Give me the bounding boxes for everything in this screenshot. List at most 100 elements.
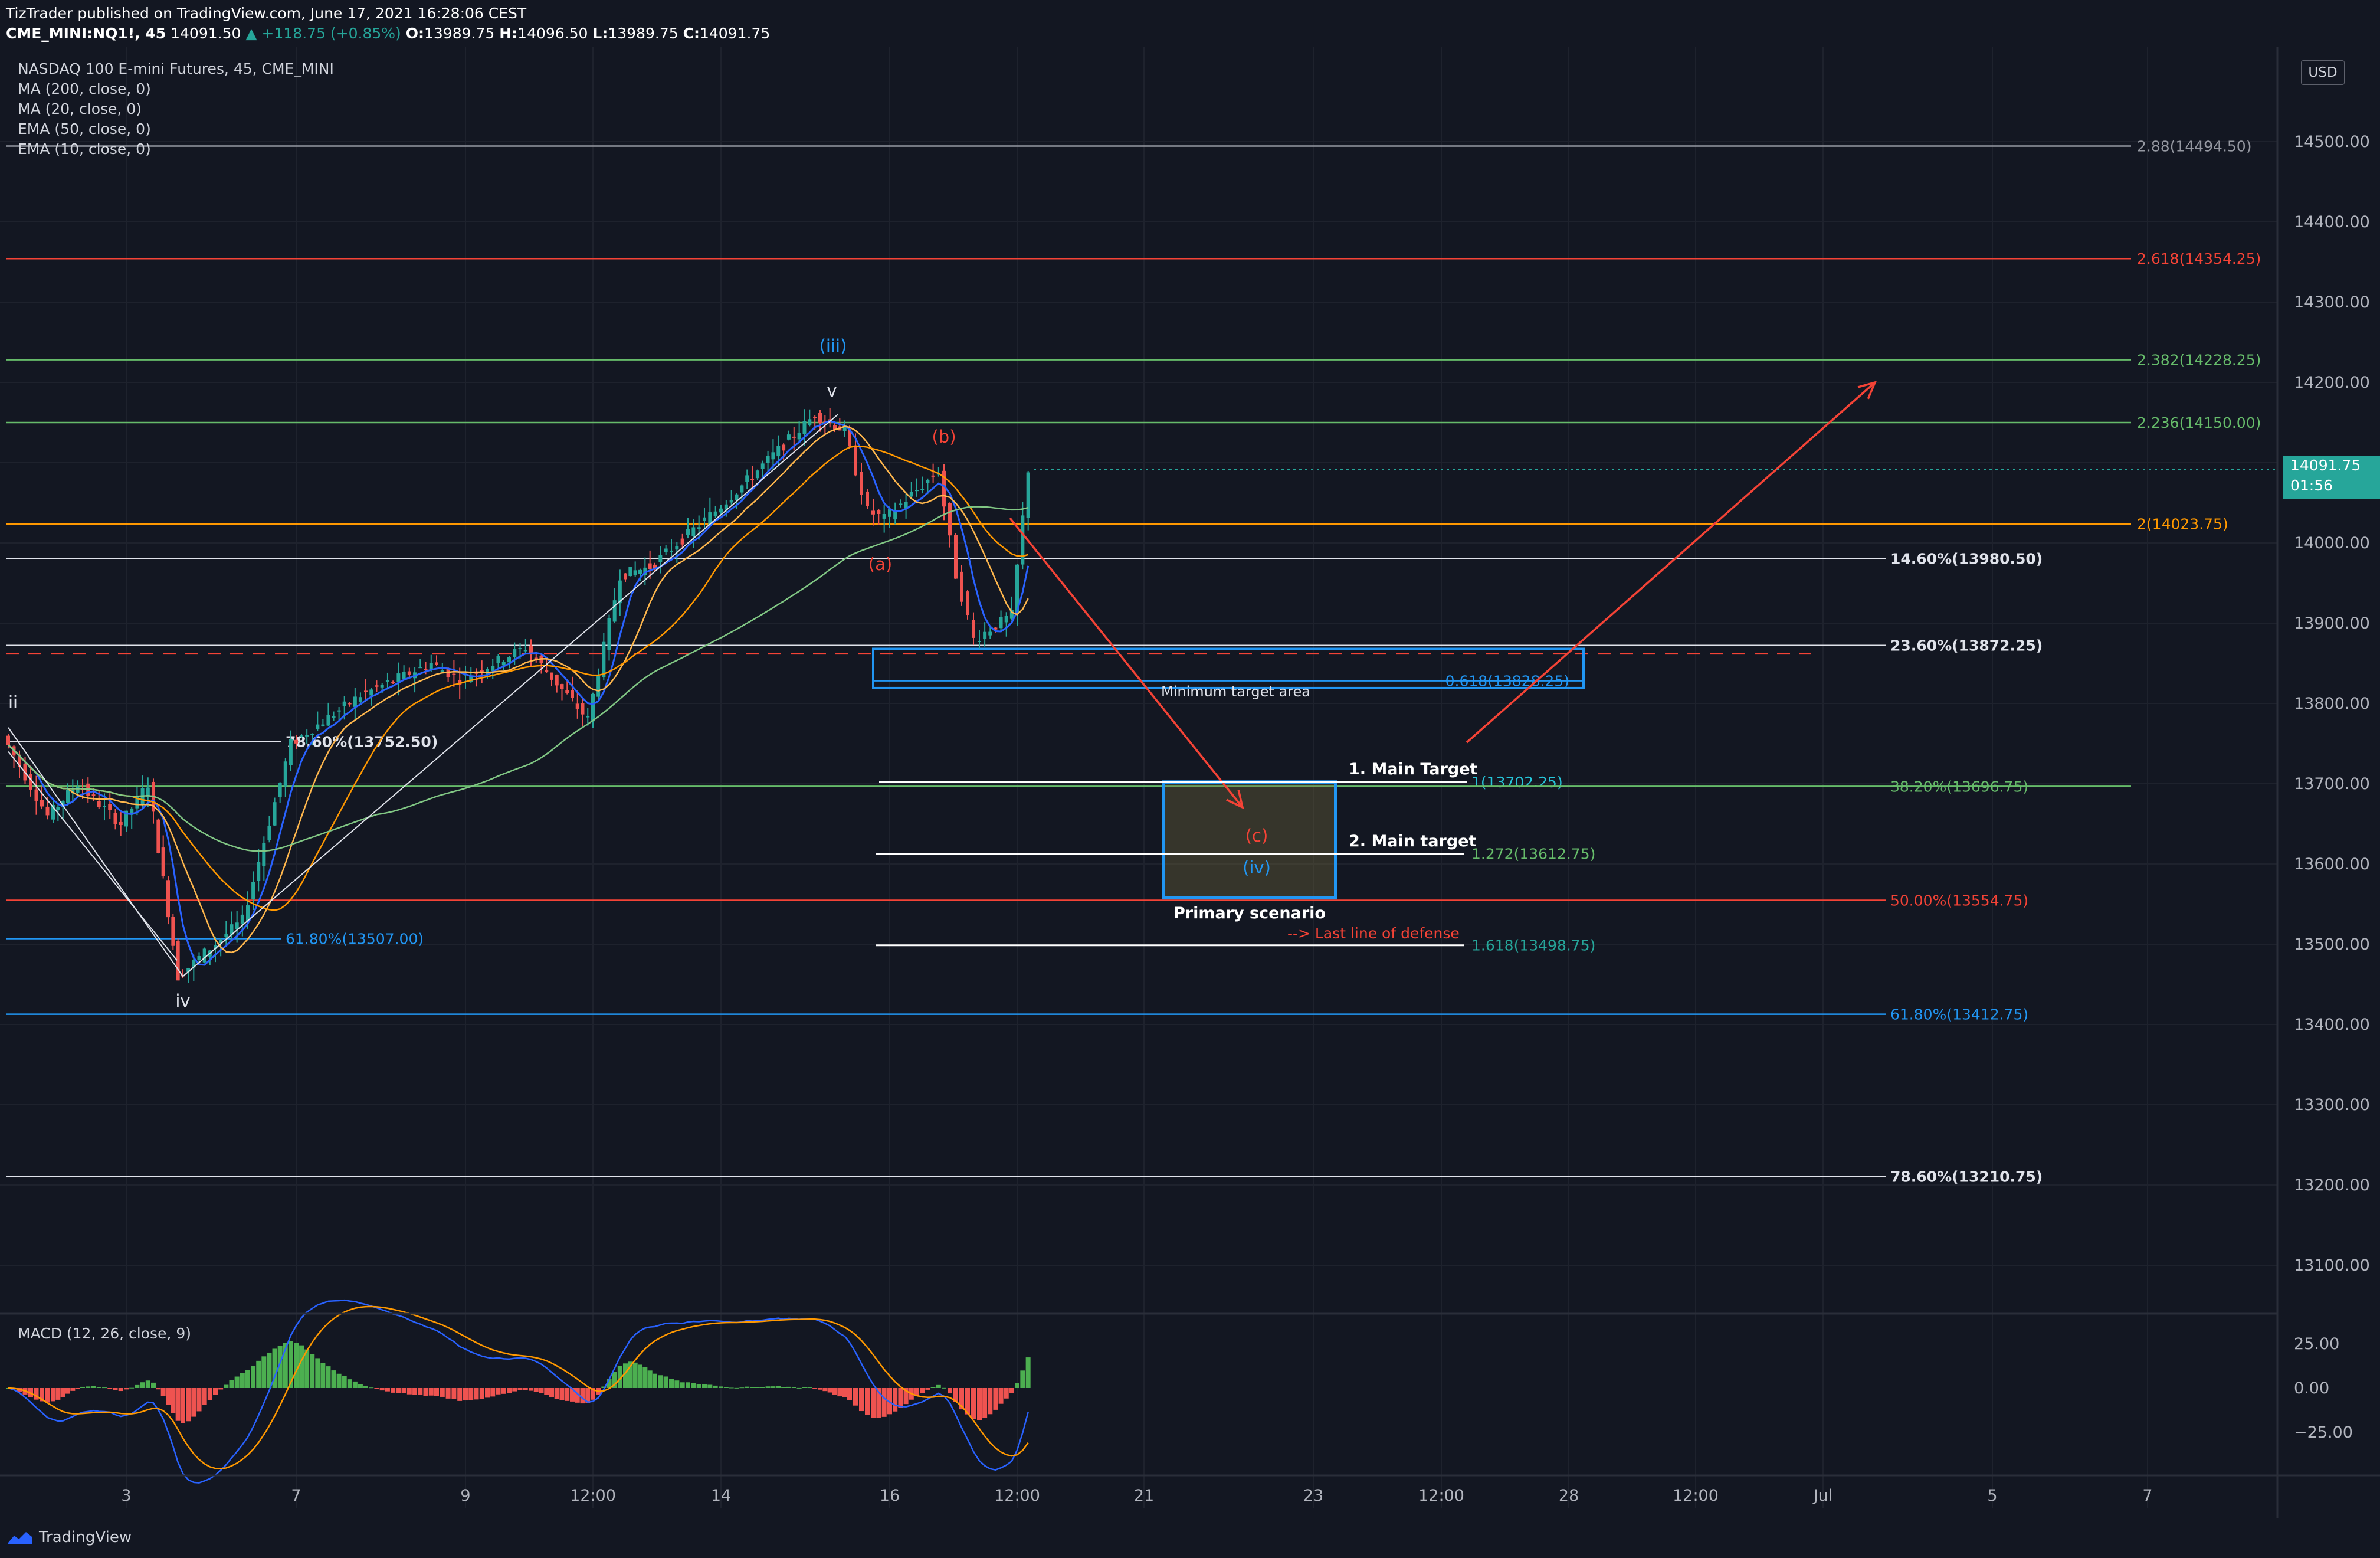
macd-histogram-bar bbox=[853, 1388, 858, 1406]
macd-histogram-bar bbox=[406, 1388, 412, 1395]
macd-histogram-bar bbox=[533, 1388, 539, 1392]
macd-histogram-bar bbox=[261, 1356, 267, 1388]
candle-body bbox=[469, 676, 473, 682]
macd-histogram-bar bbox=[304, 1349, 310, 1388]
macd-histogram-bar bbox=[865, 1388, 870, 1415]
candle-body bbox=[771, 452, 775, 460]
candle-body bbox=[1015, 564, 1019, 613]
macd-histogram-bar bbox=[331, 1370, 336, 1388]
candle-body bbox=[113, 813, 117, 824]
candle-body bbox=[103, 806, 106, 807]
candle-body bbox=[310, 734, 314, 735]
legend-ema10[interactable]: EMA (10, close, 0) bbox=[18, 140, 151, 158]
wave-label: (c) bbox=[1245, 826, 1268, 846]
macd-histogram-bar bbox=[575, 1388, 580, 1403]
candle-body bbox=[119, 821, 123, 826]
legend-ma200[interactable]: MA (200, close, 0) bbox=[18, 80, 151, 97]
open-label: O: bbox=[405, 25, 424, 42]
candle-body bbox=[972, 620, 975, 638]
currency-badge[interactable]: USD bbox=[2301, 60, 2345, 85]
macd-histogram-bar bbox=[617, 1366, 622, 1388]
symbol-label[interactable]: CME_MINI:NQ1!, 45 bbox=[6, 25, 166, 42]
y-tick-label: 13700.00 bbox=[2294, 775, 2370, 793]
macd-histogram-bar bbox=[628, 1361, 633, 1388]
candle-body bbox=[581, 703, 585, 715]
candle-body bbox=[289, 739, 293, 765]
macd-histogram-bar bbox=[363, 1386, 368, 1388]
macd-legend[interactable]: MACD (12, 26, close, 9) bbox=[18, 1325, 191, 1342]
macd-histogram-bar bbox=[623, 1363, 628, 1388]
macd-histogram-bar bbox=[750, 1387, 755, 1388]
candle-body bbox=[396, 673, 401, 682]
macd-tick-label: 0.00 bbox=[2294, 1379, 2329, 1397]
macd-histogram-bar bbox=[140, 1382, 145, 1388]
tradingview-logo[interactable]: TradingView bbox=[7, 1528, 132, 1546]
macd-histogram-bar bbox=[326, 1366, 331, 1388]
main-target-2-label: 2. Main target bbox=[1349, 832, 1476, 850]
candle-body bbox=[385, 680, 389, 682]
candle-body bbox=[664, 548, 668, 553]
macd-histogram-bar bbox=[229, 1380, 234, 1388]
last-price: 14091.50 bbox=[171, 25, 241, 42]
candle-body bbox=[628, 567, 632, 577]
candle-body bbox=[842, 425, 847, 431]
candle-body bbox=[729, 500, 733, 503]
y-tick-label: 13200.00 bbox=[2294, 1176, 2370, 1194]
macd-histogram-bar bbox=[315, 1358, 320, 1388]
candle-body bbox=[278, 783, 282, 797]
macd-histogram-bar bbox=[202, 1388, 207, 1405]
candle-body bbox=[108, 804, 112, 810]
minimum-target-box bbox=[872, 647, 1585, 689]
macd-histogram-bar bbox=[807, 1387, 812, 1389]
candle-body bbox=[316, 724, 320, 729]
macd-histogram-bar bbox=[391, 1388, 396, 1393]
macd-histogram-bar bbox=[445, 1388, 451, 1399]
macd-histogram-bar bbox=[45, 1388, 50, 1403]
macd-histogram-bar bbox=[971, 1388, 976, 1419]
candle-body bbox=[680, 538, 684, 545]
candle-body bbox=[735, 494, 739, 501]
macd-histogram-bar bbox=[771, 1386, 776, 1388]
candle-body bbox=[670, 550, 673, 552]
fib-level-label: 2(14023.75) bbox=[2137, 516, 2228, 533]
legend-ema50[interactable]: EMA (50, close, 0) bbox=[18, 120, 151, 138]
macd-histogram-bar bbox=[822, 1388, 828, 1392]
candle-body bbox=[624, 573, 627, 580]
up-arrow bbox=[1466, 381, 1876, 744]
macd-histogram-bar bbox=[379, 1388, 385, 1391]
tradingview-brand: TradingView bbox=[39, 1528, 132, 1546]
candle-body bbox=[926, 480, 930, 483]
macd-histogram-bar bbox=[474, 1388, 479, 1400]
macd-histogram-bar bbox=[781, 1387, 786, 1388]
candle-body bbox=[146, 787, 150, 797]
macd-histogram-bar bbox=[914, 1388, 919, 1396]
candle-body bbox=[518, 648, 522, 650]
candle-body bbox=[135, 796, 139, 809]
candle-body bbox=[602, 641, 606, 677]
candle-body bbox=[797, 433, 801, 440]
candle-body bbox=[792, 436, 796, 438]
macd-histogram-bar bbox=[352, 1381, 358, 1388]
macd-histogram-bar bbox=[80, 1386, 85, 1388]
candle-body bbox=[435, 662, 438, 665]
legend-title[interactable]: NASDAQ 100 E-mini Futures, 45, CME_MINI bbox=[18, 60, 334, 77]
legend-ma20[interactable]: MA (20, close, 0) bbox=[18, 100, 142, 117]
macd-histogram-bar bbox=[418, 1388, 423, 1395]
candle-body bbox=[51, 805, 55, 820]
candle-body bbox=[251, 882, 255, 899]
macd-histogram-bar bbox=[549, 1388, 554, 1397]
high-value: 14096.50 bbox=[517, 25, 588, 42]
macd-histogram-bar bbox=[965, 1388, 970, 1415]
price-tag-countdown: 01:56 bbox=[2290, 477, 2333, 494]
macd-histogram-bar bbox=[993, 1388, 998, 1410]
macd-histogram-bar bbox=[812, 1388, 818, 1389]
macd-histogram-bar bbox=[959, 1388, 964, 1410]
candle-body bbox=[219, 940, 223, 944]
candle-body bbox=[337, 710, 341, 712]
macd-histogram-bar bbox=[451, 1388, 457, 1399]
open-value: 13989.75 bbox=[424, 25, 495, 42]
macd-histogram-bar bbox=[847, 1388, 852, 1400]
candle-body bbox=[638, 569, 642, 574]
wave-label: v bbox=[827, 381, 837, 401]
